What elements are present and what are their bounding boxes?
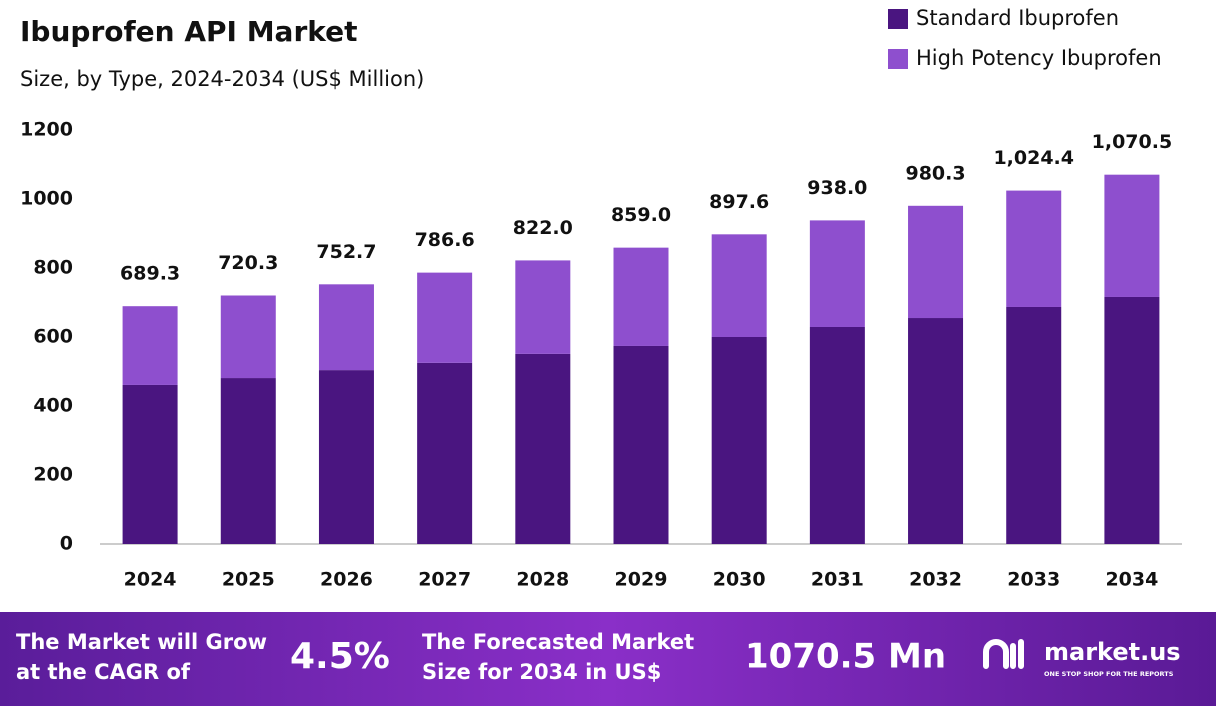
x-tick-label: 2031 [811,569,864,591]
bar-segment [220,295,276,379]
bar-segment [809,326,865,544]
bar-segment [908,318,964,544]
footer-value: 1070.5 Mn [745,637,946,677]
tagline: ONE STOP SHOP FOR THE REPORTS [1044,670,1174,678]
total-label: 897.6 [709,191,769,213]
x-tick-label: 2030 [713,569,766,591]
chart-subtitle: Size, by Type, 2024-2034 (US$ Million) [20,67,424,91]
bar-segment [711,234,767,337]
y-tick-label: 800 [33,257,73,279]
bar-segment [417,362,473,544]
bar-segment [220,378,276,544]
x-tick-label: 2028 [516,569,569,591]
x-tick-label: 2029 [615,569,668,591]
x-tick-label: 2027 [418,569,471,591]
bar-segment [1104,296,1160,544]
total-label: 822.0 [513,217,573,239]
footer-text: at the CAGR of [16,660,191,684]
footer-band [0,612,1216,706]
y-tick-label: 0 [60,533,73,555]
bar-segment [1104,174,1160,297]
bar-segment [318,370,374,544]
bar-segment [318,284,374,371]
bar-segment [122,384,178,544]
bar-segment [1006,306,1062,544]
total-label: 859.0 [611,204,671,226]
bar-segment [122,306,178,385]
x-tick-label: 2032 [909,569,962,591]
y-tick-label: 1000 [20,188,73,210]
x-tick-label: 2025 [222,569,275,591]
bar-segment [515,260,571,354]
total-label: 1,024.4 [993,147,1074,169]
y-tick-label: 400 [33,395,73,417]
total-label: 980.3 [905,162,965,184]
y-tick-label: 200 [33,464,73,486]
y-tick-label: 600 [33,326,73,348]
x-tick-label: 2026 [320,569,373,591]
legend-label: Standard Ibuprofen [916,6,1119,30]
footer-text: Size for 2034 in US$ [422,660,661,684]
footer: The Market will Grow at the CAGR of 4.5%… [0,612,1216,706]
x-tick-label: 2033 [1007,569,1060,591]
total-label: 720.3 [218,252,278,274]
bar-segment [417,272,473,363]
bar-segment [809,220,865,327]
bar-segment [613,247,669,346]
bar-segment [908,205,964,319]
legend-swatch [888,9,908,29]
legend-label: High Potency Ibuprofen [916,46,1162,70]
bar-segment [711,337,767,544]
total-label: 938.0 [807,177,867,199]
brand-logo [983,639,1024,669]
footer-text: The Market will Grow [16,630,267,654]
footer-value: 4.5% [290,636,390,677]
chart-title: Ibuprofen API Market [20,15,358,48]
bar-segment [515,353,571,544]
legend-swatch [888,49,908,69]
x-tick-label: 2034 [1105,569,1158,591]
total-label: 1,070.5 [1092,131,1173,153]
bar-segment [613,345,669,544]
footer-text: The Forecasted Market [422,630,694,654]
brand: market.us [1044,638,1181,666]
y-tick-label: 1200 [20,119,73,141]
total-label: 786.6 [415,229,475,251]
x-tick-label: 2024 [124,569,177,591]
total-label: 752.7 [316,241,376,263]
bar-segment [1006,190,1062,307]
total-label: 689.3 [120,263,180,285]
